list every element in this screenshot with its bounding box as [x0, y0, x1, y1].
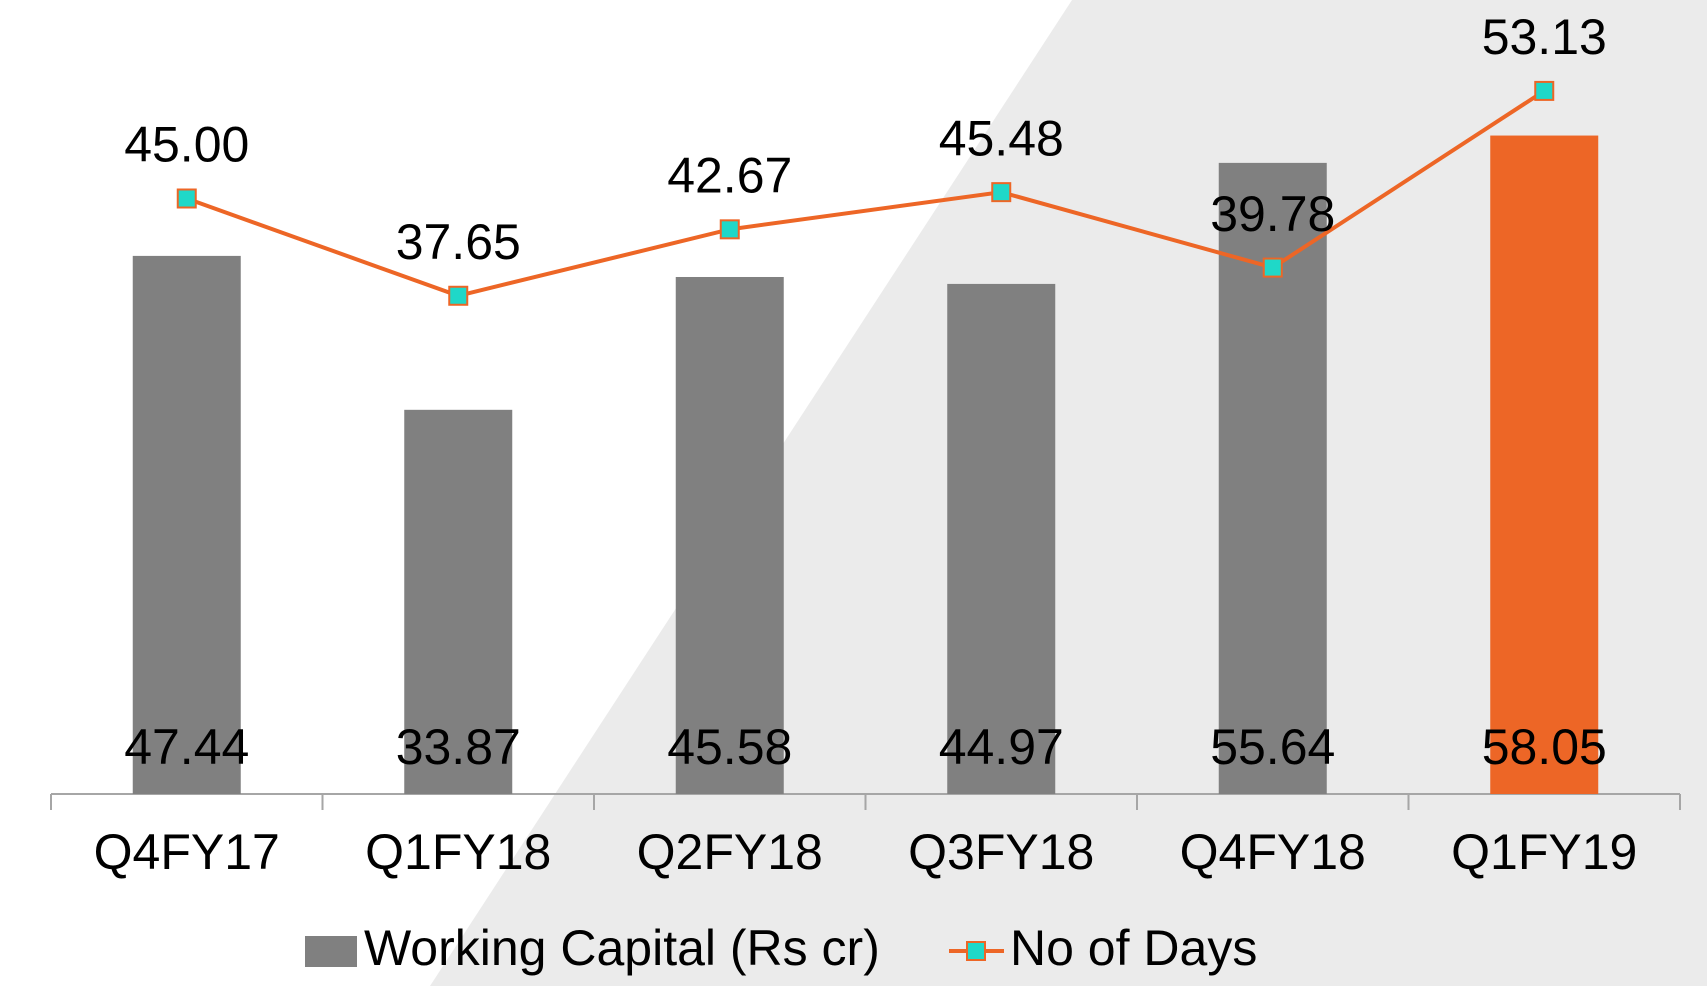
line-marker	[991, 182, 1012, 203]
bar-value-label: 44.97	[939, 719, 1064, 775]
bar-value-label: 33.87	[396, 719, 521, 775]
x-tick-label: Q3FY18	[908, 824, 1094, 880]
x-tick-label: Q4FY17	[94, 824, 280, 880]
bar-value-label: 45.58	[667, 719, 792, 775]
line-value-label: 45.00	[124, 117, 249, 173]
x-tick-label: Q1FY18	[365, 824, 551, 880]
x-tick-label: Q2FY18	[637, 824, 823, 880]
bar-value-label: 58.05	[1482, 719, 1607, 775]
bar	[1490, 135, 1599, 795]
bar-value-label: 55.64	[1210, 719, 1335, 775]
legend-label: Working Capital (Rs cr)	[364, 920, 880, 976]
legend-label: No of Days	[1010, 920, 1257, 976]
line-marker	[1262, 257, 1283, 278]
bar	[404, 409, 513, 794]
line-value-label: 45.48	[939, 110, 1064, 166]
bar	[947, 283, 1056, 794]
line-value-label: 39.78	[1210, 186, 1335, 242]
x-tick-label: Q4FY18	[1180, 824, 1366, 880]
line-marker	[176, 188, 197, 209]
line-value-label: 53.13	[1482, 9, 1607, 65]
bar-value-label: 47.44	[124, 719, 249, 775]
bar	[132, 255, 241, 795]
line-marker	[719, 219, 740, 240]
line-value-label: 37.65	[396, 214, 521, 270]
x-tick-label: Q1FY19	[1451, 824, 1637, 880]
bar	[675, 276, 784, 795]
line-marker	[448, 285, 469, 306]
legend-marker	[966, 941, 986, 961]
line	[186, 89, 1546, 298]
line-value-label: 42.67	[667, 148, 792, 204]
line-marker	[1534, 80, 1555, 101]
legend-swatch	[305, 936, 357, 967]
